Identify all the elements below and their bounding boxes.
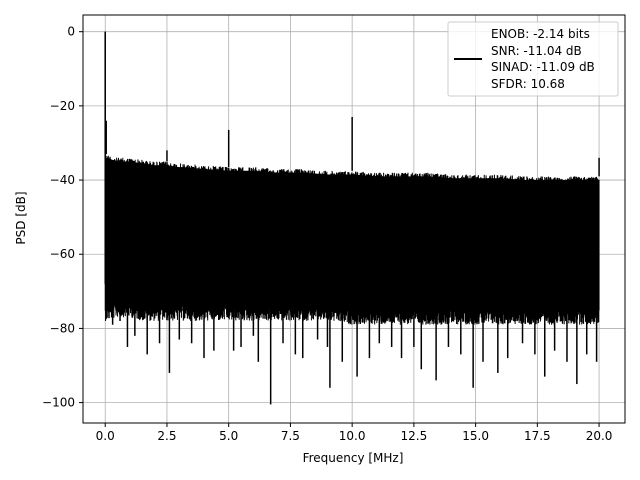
x-tick-label: 10.0 <box>339 429 366 443</box>
ticks: 0.0 2.5 5.0 7.5 10.0 12.5 15.0 17.5 20.0 0 −20 −40 −… <box>42 25 612 443</box>
legend-sfdr: SFDR: 10.68 <box>491 77 565 91</box>
y-tick-label: −40 <box>50 173 75 187</box>
axes <box>82 14 626 424</box>
y-axis-label: PSD [dB] <box>14 191 28 244</box>
x-tick-label: 7.5 <box>281 429 300 443</box>
psd-noise-fill <box>105 157 600 307</box>
x-tick-label: 17.5 <box>524 429 551 443</box>
plot-area <box>104 31 600 405</box>
y-tick-label: −20 <box>50 99 75 113</box>
x-tick-label: 20.0 <box>586 429 613 443</box>
legend-enob: ENOB: -2.14 bits <box>491 27 590 41</box>
legend: ENOB: -2.14 bits SNR: -11.04 dB SINAD: -… <box>447 21 619 97</box>
x-tick-label: 0.0 <box>96 429 115 443</box>
y-tick-label: −60 <box>50 247 75 261</box>
legend-sinad: SINAD: -11.09 dB <box>491 60 595 74</box>
x-tick-label: 15.0 <box>462 429 489 443</box>
axes-frame <box>82 14 626 424</box>
x-tick-label: 12.5 <box>401 429 428 443</box>
legend-box <box>447 21 619 97</box>
x-tick-label: 5.0 <box>219 429 238 443</box>
y-tick-label: −100 <box>42 396 75 410</box>
x-axis-label: Frequency [MHz] <box>303 451 404 465</box>
x-tick-label: 2.5 <box>157 429 176 443</box>
y-tick-label: −80 <box>50 321 75 335</box>
y-tick-label: 0 <box>67 25 75 39</box>
legend-snr: SNR: -11.04 dB <box>491 44 582 58</box>
